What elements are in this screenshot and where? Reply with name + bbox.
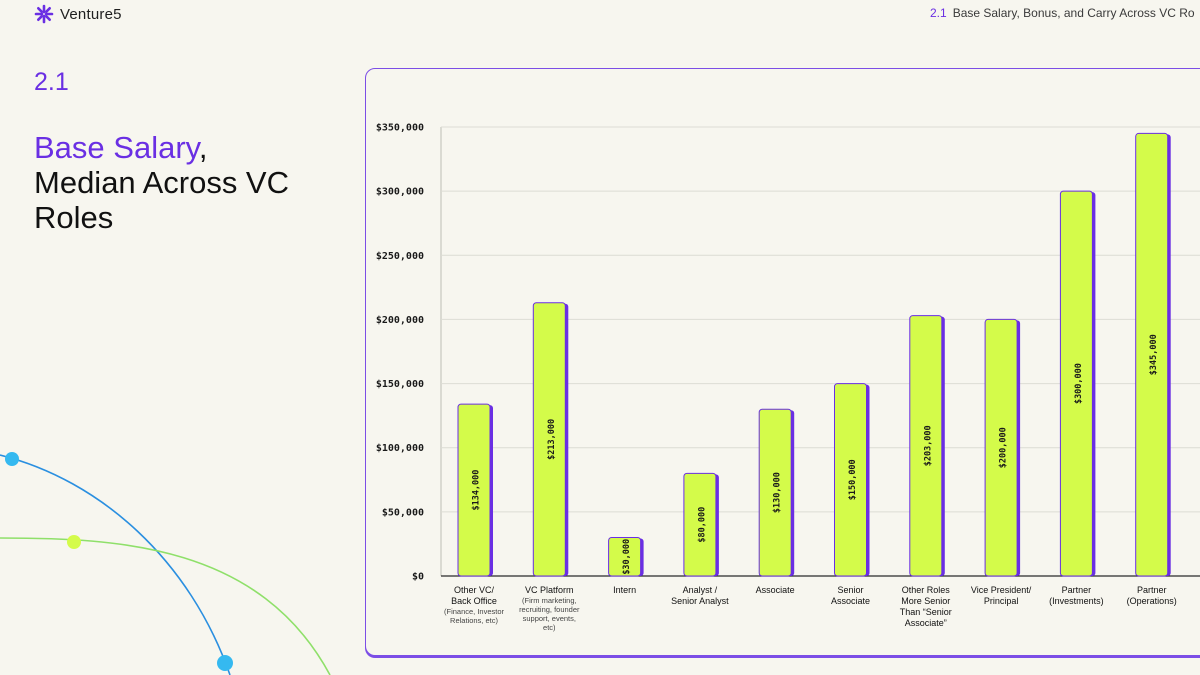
bar-value-label: $203,000 (923, 425, 933, 466)
x-category-label: Associate (831, 596, 870, 606)
section-number: 2.1 (34, 68, 69, 96)
x-category-label: Partner (1062, 585, 1092, 595)
x-category-label: Analyst / (683, 585, 718, 595)
x-category-sublabel: (Firm marketing, (522, 596, 577, 605)
green-curve (0, 537, 331, 675)
bar-value-label: $134,000 (472, 470, 482, 511)
x-category-label: Senior (837, 585, 863, 595)
x-category-label: Than “Senior (900, 607, 952, 617)
bar-value-label: $30,000 (622, 539, 632, 575)
x-category-label: Vice President/ (971, 585, 1032, 595)
decorative-curves (0, 452, 331, 675)
x-category-sublabel: Relations, etc) (450, 616, 498, 625)
breadcrumb[interactable]: 2.1 Base Salary, Bonus, and Carry Across … (930, 6, 1200, 20)
x-category-label: Other Roles (902, 585, 951, 595)
x-category-label: Principal (984, 596, 1019, 606)
bar (683, 472, 717, 577)
asterisk-logo-icon (34, 4, 54, 24)
x-category-label: (Operations) (1127, 596, 1177, 606)
y-tick-label: $50,000 (382, 507, 424, 518)
x-category-label: Partner (1137, 585, 1167, 595)
breadcrumb-title: Base Salary, Bonus, and Carry Across VC … (952, 6, 1195, 20)
x-category-label: (Investments) (1049, 596, 1104, 606)
bar (532, 302, 566, 577)
brand-logo[interactable]: Venture5 (34, 4, 122, 24)
title-comma: , (198, 130, 208, 165)
title-accent: Base Salary (34, 130, 199, 165)
bar (758, 408, 792, 577)
bar (984, 318, 1018, 577)
y-tick-label: $250,000 (376, 251, 424, 262)
x-category-sublabel: (Finance, Investor (444, 607, 505, 616)
y-tick-label: $200,000 (376, 315, 424, 326)
bar-value-label: $300,000 (1074, 363, 1084, 404)
breadcrumb-number: 2.1 (930, 6, 947, 20)
bar (608, 537, 642, 577)
blue-dot (217, 655, 233, 671)
x-category-label: Intern (613, 585, 636, 595)
bar-value-label: $130,000 (773, 472, 783, 513)
bar-value-label: $80,000 (697, 507, 707, 543)
bar-value-label: $345,000 (1149, 334, 1159, 375)
bar-value-label: $200,000 (999, 427, 1009, 468)
bar-value-label: $150,000 (848, 459, 858, 500)
x-category-label: VC Platform (525, 585, 574, 595)
y-tick-label: $0 (412, 572, 424, 583)
y-tick-label: $100,000 (376, 443, 424, 454)
x-category-sublabel: support, events, (523, 614, 576, 623)
bar (1059, 190, 1093, 577)
x-category-label: Back Office (451, 596, 497, 606)
y-tick-label: $300,000 (376, 187, 424, 198)
page-title: Base Salary, Median Across VC Roles (34, 130, 334, 235)
green-dot (67, 535, 81, 549)
x-category-label: Senior Analyst (671, 596, 729, 606)
x-category-sublabel: recruiting, founder (519, 605, 580, 614)
x-category-sublabel: etc) (543, 623, 556, 632)
bar-value-label: $213,000 (547, 419, 557, 460)
x-category-label: Associate (756, 585, 795, 595)
y-tick-label: $350,000 (376, 123, 424, 134)
brand-name: Venture5 (60, 5, 122, 23)
bar (457, 403, 491, 577)
y-tick-label: $150,000 (376, 379, 424, 390)
x-category-label: More Senior (901, 596, 950, 606)
x-category-label: Associate” (905, 618, 947, 628)
bar (1135, 132, 1169, 577)
bar (834, 383, 867, 577)
blue-curve (0, 454, 231, 675)
title-rest: Median Across VC Roles (34, 165, 289, 235)
blue-dot (5, 452, 19, 466)
bar (909, 315, 943, 577)
x-category-label: Other VC/ (454, 585, 495, 595)
